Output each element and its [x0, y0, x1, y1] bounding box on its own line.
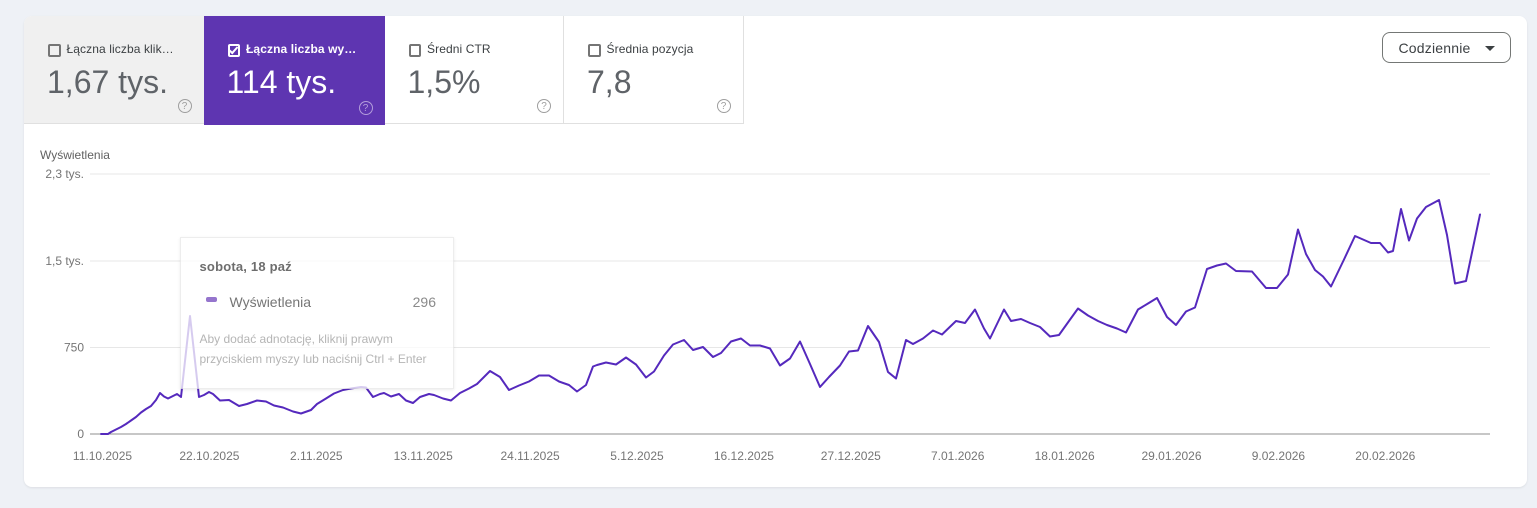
svg-text:24.11.2025: 24.11.2025	[501, 449, 560, 463]
svg-text:11.10.2025: 11.10.2025	[73, 449, 132, 463]
svg-text:2.11.2025: 2.11.2025	[290, 449, 343, 463]
svg-text:9.02.2026: 9.02.2026	[1252, 449, 1306, 463]
svg-text:7.01.2026: 7.01.2026	[931, 449, 985, 463]
svg-text:20.02.2026: 20.02.2026	[1355, 449, 1415, 463]
svg-text:1,5 tys.: 1,5 tys.	[45, 254, 84, 268]
svg-text:13.11.2025: 13.11.2025	[394, 449, 453, 463]
svg-text:18.01.2026: 18.01.2026	[1035, 449, 1095, 463]
svg-text:750: 750	[64, 341, 84, 355]
svg-text:22.10.2025: 22.10.2025	[179, 449, 239, 463]
svg-text:29.01.2026: 29.01.2026	[1141, 449, 1201, 463]
svg-text:27.12.2025: 27.12.2025	[821, 449, 881, 463]
svg-text:Wyświetlenia: Wyświetlenia	[40, 148, 110, 162]
svg-text:2,3 tys.: 2,3 tys.	[45, 167, 84, 181]
svg-text:16.12.2025: 16.12.2025	[714, 449, 774, 463]
svg-text:5.12.2025: 5.12.2025	[610, 449, 664, 463]
svg-text:0: 0	[77, 427, 84, 441]
